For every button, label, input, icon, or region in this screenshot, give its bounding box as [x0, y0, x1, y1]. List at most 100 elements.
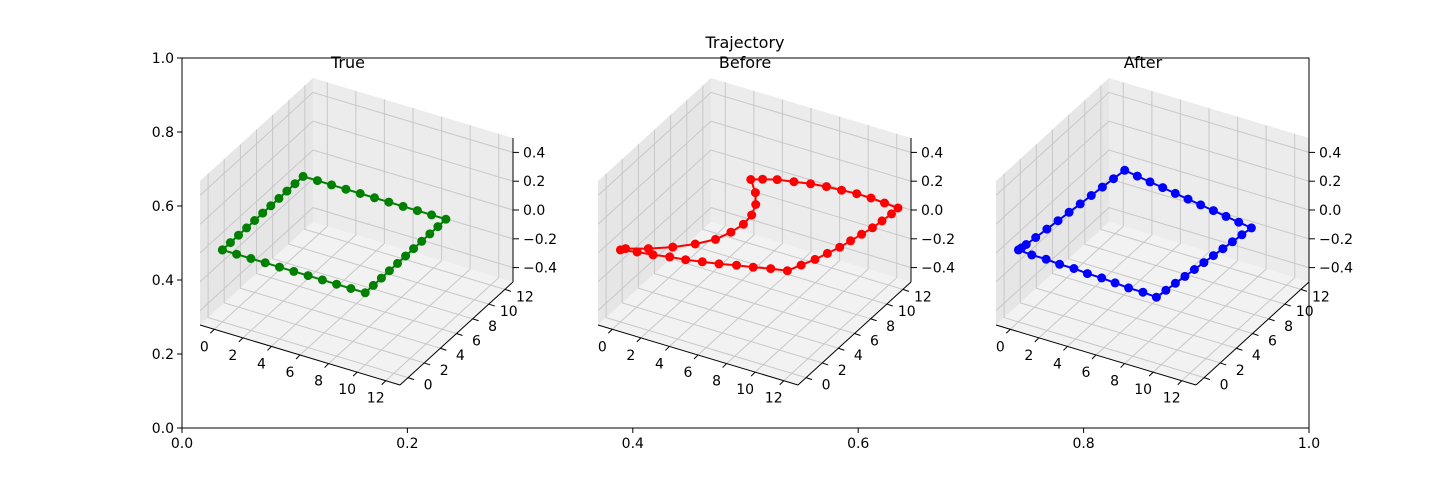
grid-x [242, 90, 357, 339]
z-tick-label: 0.2 [523, 174, 545, 190]
y-tick [854, 333, 861, 336]
trajectory-point [665, 252, 675, 262]
y-tick [870, 318, 877, 322]
z-tick-label: −0.4 [523, 261, 557, 277]
trajectory-point [732, 260, 741, 270]
trajectory-point [758, 174, 768, 184]
x-tick [636, 337, 642, 343]
x-tick-label: 6 [286, 365, 295, 381]
trajectory-point [409, 244, 419, 254]
outer-y-tick-label: 0.4 [152, 273, 174, 289]
outer-y-tick-label: 0.6 [152, 199, 174, 215]
y-tick [1300, 288, 1308, 292]
grid-x [213, 82, 328, 330]
trajectory-point [417, 236, 427, 246]
y-tick-label: 0 [1220, 378, 1229, 394]
outer-x-tick-label: 0.2 [396, 436, 418, 452]
trajectory-point [266, 201, 276, 211]
trajectory-point [1075, 199, 1085, 209]
y-tick-label: 8 [886, 319, 895, 335]
x-tick-label: 12 [367, 391, 385, 407]
grid-x [697, 108, 812, 356]
trajectory-point [822, 182, 831, 192]
y-tick-label: 8 [1284, 319, 1293, 335]
trajectory-point [234, 230, 243, 240]
trajectory-point [766, 264, 776, 274]
y-tick-label: 4 [456, 348, 465, 364]
outer-y-tick-label: 0.2 [152, 347, 174, 363]
trajectory-point [1183, 194, 1193, 204]
grid-x [385, 133, 500, 382]
y-tick [822, 362, 829, 366]
grid-x [726, 116, 841, 364]
trajectory-point [384, 197, 394, 207]
trajectory-point [1227, 237, 1237, 247]
trajectory-point [412, 206, 422, 216]
trajectory-point [398, 201, 408, 211]
trajectory-point [1031, 233, 1041, 242]
trajectory-point [275, 262, 284, 272]
trajectory-point [746, 175, 756, 184]
grid-y [304, 85, 506, 290]
x-tick-label: 8 [1110, 374, 1119, 390]
gridlines [199, 82, 514, 382]
y-tick [1203, 377, 1211, 381]
trajectory-point [893, 203, 903, 213]
grid-y [621, 158, 823, 364]
x-tick-label: 2 [626, 348, 635, 364]
subplot-title: Before [719, 53, 771, 72]
x-tick [693, 354, 699, 360]
z-tick-label: −0.4 [1319, 261, 1353, 277]
x-tick [1034, 337, 1040, 343]
trajectory-point [643, 244, 653, 254]
trajectory-point [1180, 271, 1190, 281]
trajectory-point [1196, 200, 1206, 210]
grid-x [1152, 125, 1267, 373]
grid-y [256, 129, 457, 334]
trajectory-point [846, 236, 856, 246]
trajectory-point [427, 210, 437, 220]
grid-x [669, 99, 783, 347]
trajectory-point [1055, 259, 1065, 269]
trajectory-point [441, 214, 451, 224]
trajectory-point [1041, 254, 1051, 264]
trajectory-point [225, 238, 235, 248]
x-tick-label: 0 [200, 339, 209, 355]
trajectory-point [1027, 250, 1037, 260]
x-tick-label: 4 [257, 356, 266, 372]
trajectory-point [1120, 165, 1130, 175]
trajectory-point [632, 247, 642, 257]
trajectory-point [796, 260, 806, 270]
grid-x [1124, 116, 1239, 364]
y-tick [1236, 347, 1243, 351]
y-tick [504, 288, 512, 292]
y-tick [456, 333, 463, 336]
x-tick [238, 337, 244, 343]
grid-x [1181, 133, 1296, 382]
grid-y [654, 129, 855, 334]
trajectory-point [747, 210, 757, 220]
trajectory-point [1170, 188, 1180, 198]
outer-y-tick-label: 0.8 [152, 125, 174, 141]
trajectory-point [370, 193, 379, 203]
y-tick [902, 288, 910, 292]
trajectory-point [697, 257, 707, 267]
grid-x [611, 82, 726, 330]
trajectory-point [425, 229, 435, 239]
trajectory-point [822, 248, 832, 258]
y-tick [1268, 318, 1275, 322]
y-tick-label: 6 [472, 334, 481, 350]
trajectory-point [806, 179, 816, 189]
y-tick-label: 4 [854, 348, 863, 364]
trajectory-point [384, 266, 394, 276]
trajectory-point [1218, 244, 1228, 254]
outer-y-tick-label: 1.0 [152, 51, 174, 67]
y-tick [424, 362, 431, 366]
trajectory-point [327, 180, 337, 190]
grid-y [1084, 100, 1285, 305]
